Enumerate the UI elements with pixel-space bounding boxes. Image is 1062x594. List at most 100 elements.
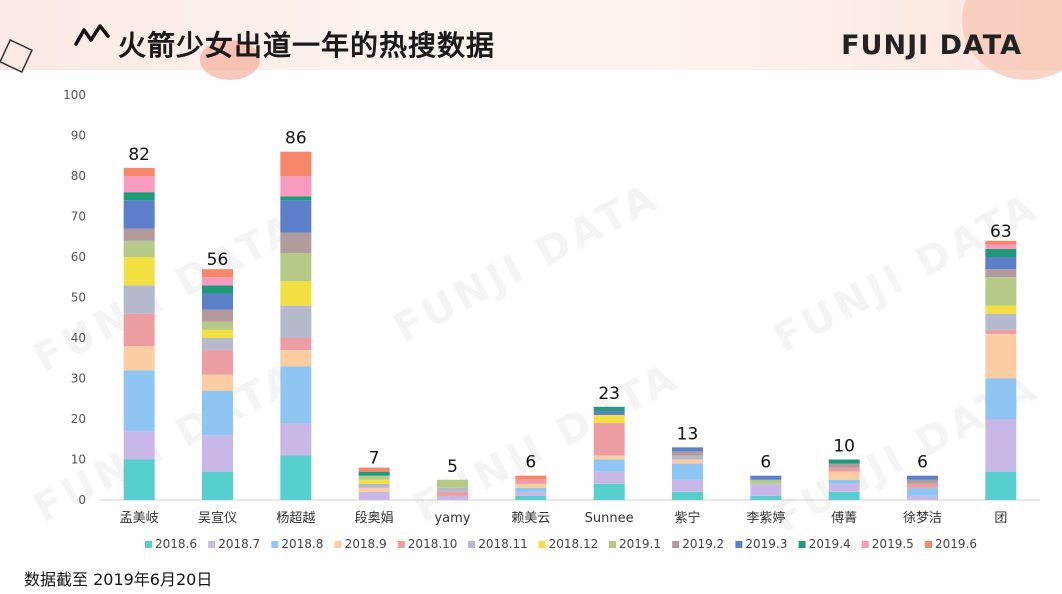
legend-swatch: [208, 541, 216, 548]
bar-segment: [280, 366, 312, 424]
bar-segment: [280, 455, 312, 500]
bar-segment: [202, 374, 233, 391]
y-tick-label: 40: [71, 331, 86, 345]
y-tick-label: 30: [71, 372, 86, 386]
bar-segment: [828, 491, 860, 500]
x-category-label: 孟美岐: [120, 511, 159, 526]
bar-segment: [123, 313, 155, 347]
bar-segment: [907, 475, 938, 480]
bar-segment: [358, 479, 390, 484]
legend-label: 2018.11: [478, 537, 528, 551]
bar-segment: [985, 305, 1017, 314]
bar-segment: [515, 483, 547, 488]
bar-segment: [672, 451, 703, 456]
data-cutoff-note: 数据截至 2019年6月20日: [24, 570, 213, 589]
bar-segment: [672, 491, 703, 500]
x-category-label: 赖美云: [511, 511, 550, 526]
bar-segment: [515, 487, 547, 492]
y-tick-label: 60: [71, 250, 86, 264]
bar-segment: [515, 475, 547, 480]
bar-segment: [280, 196, 312, 201]
bar-segment: [593, 471, 625, 484]
bar-segment: [358, 487, 390, 492]
legend-swatch: [861, 541, 869, 548]
bar-segment: [280, 423, 312, 456]
bar-segment: [828, 459, 860, 464]
bar-segment: [202, 293, 233, 310]
legend-swatch: [538, 541, 546, 548]
legend-label: 2019.5: [872, 537, 914, 551]
y-tick-label: 20: [71, 412, 86, 426]
bar-segment: [515, 495, 547, 500]
bar-segment: [515, 491, 547, 496]
x-category-label: 紫宁: [674, 510, 700, 526]
legend-label: 2018.9: [345, 537, 387, 551]
bar-segment: [672, 455, 703, 460]
bar-segment: [985, 329, 1017, 334]
bar-segment: [593, 455, 625, 460]
bar-segment: [123, 285, 155, 314]
x-category-label: 杨超越: [276, 511, 315, 526]
header-decoration: [200, 40, 260, 80]
bar-segment: [280, 252, 312, 282]
legend-label: 2018.7: [218, 537, 260, 551]
bar-segment: [123, 176, 155, 193]
bar-segment: [437, 495, 468, 500]
bar-segment: [750, 495, 782, 500]
bar-segment: [280, 305, 312, 338]
corner-decoration-icon: [0, 39, 33, 73]
legend-label: 2019.2: [682, 537, 724, 551]
bar-segment: [985, 269, 1017, 278]
legend-swatch: [798, 541, 806, 548]
bar-segment: [202, 285, 233, 294]
bar-segment: [437, 487, 468, 492]
bar-segment: [907, 483, 938, 488]
bar-segment: [750, 483, 782, 496]
bar-segment: [985, 333, 1017, 379]
legend-label: 2018.10: [408, 537, 458, 551]
y-tick-label: 50: [71, 291, 86, 305]
bar-segment: [202, 309, 233, 322]
bar-segment: [985, 313, 1017, 330]
squiggle-icon: [74, 24, 110, 46]
bar-segment: [202, 277, 233, 286]
x-category-label: Sunnee: [585, 511, 634, 526]
legend-swatch: [334, 541, 342, 548]
bar-segment: [907, 479, 938, 484]
legend-swatch: [271, 541, 279, 548]
bar-segment: [358, 483, 390, 488]
bar-segment: [828, 471, 860, 480]
y-tick-label: 0: [78, 493, 86, 507]
total-data-label: 10: [833, 437, 855, 457]
y-tick-label: 100: [63, 88, 86, 102]
total-data-label: 6: [917, 453, 928, 473]
total-data-label: 13: [677, 424, 699, 444]
y-tick-label: 70: [71, 210, 86, 224]
brand-logo: FUNJI DATA: [841, 30, 1022, 61]
x-category-label: 团: [994, 511, 1007, 526]
bar-segment: [358, 475, 390, 480]
total-data-label: 6: [760, 453, 771, 473]
legend-swatch: [145, 541, 152, 548]
total-data-label: 86: [285, 129, 307, 149]
x-category-label: 段奥娟: [355, 511, 394, 526]
bar-segment: [750, 479, 782, 484]
bar-segment: [593, 410, 625, 415]
legend-swatch: [609, 541, 616, 548]
legend-label: 2019.1: [619, 537, 661, 551]
x-category-label: yamy: [434, 511, 470, 526]
x-category-label: 徐梦洁: [903, 511, 942, 526]
bar-segment: [672, 479, 703, 492]
bar-segment: [828, 483, 860, 492]
bar-segment: [123, 459, 155, 500]
legend-swatch: [397, 541, 405, 548]
bar-segment: [358, 471, 390, 476]
bar-segment: [123, 167, 155, 176]
bar-segment: [202, 350, 233, 375]
bar-segment: [828, 479, 860, 484]
bar-segment: [123, 346, 155, 371]
bar-segment: [123, 200, 155, 229]
legend-label: 2018.8: [281, 537, 323, 551]
legend-label: 2019.3: [745, 537, 787, 551]
